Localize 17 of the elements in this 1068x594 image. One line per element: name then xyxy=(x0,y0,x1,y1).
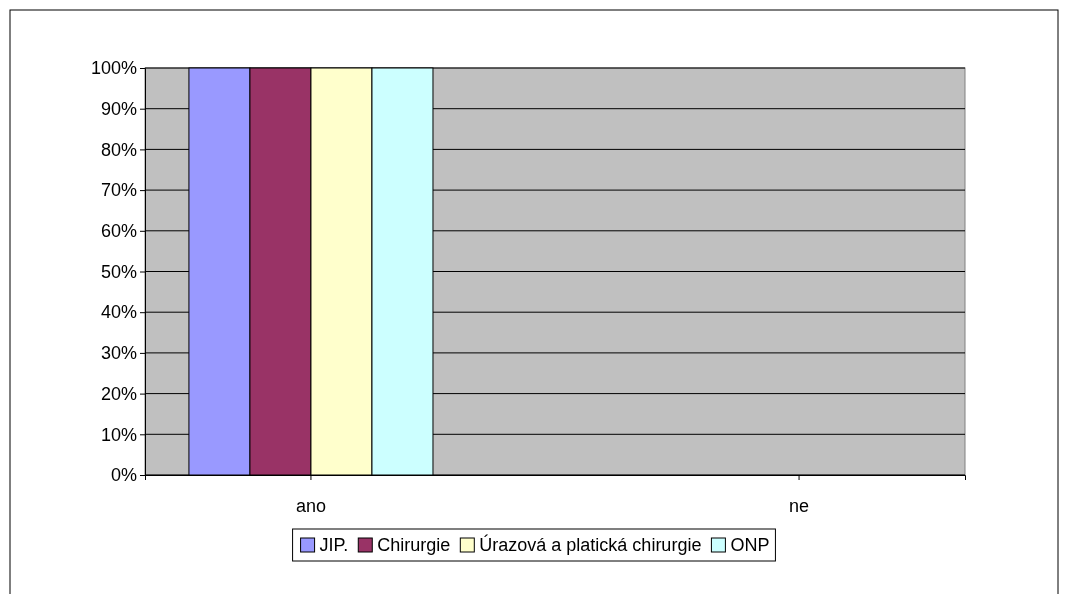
y-tick-label: 20% xyxy=(100,383,137,404)
y-tick-label: 90% xyxy=(100,98,137,119)
y-tick-label: 100% xyxy=(90,58,137,79)
y-tick-label: 60% xyxy=(100,221,137,242)
y-tick-label: 40% xyxy=(100,302,137,323)
y-tick-label: 30% xyxy=(100,343,137,364)
legend-label: Úrazová a platická chirurgie xyxy=(479,534,702,555)
x-tick-label: ne xyxy=(789,495,810,516)
y-tick-label: 80% xyxy=(100,139,137,160)
x-tick-label: ano xyxy=(295,495,326,516)
y-tick-label: 0% xyxy=(110,465,137,486)
y-tick-label: 10% xyxy=(100,424,137,445)
y-tick-label: 50% xyxy=(100,261,137,282)
legend-label: Chirurgie xyxy=(377,535,451,555)
legend-label: ONP xyxy=(730,535,770,555)
y-tick-label: 70% xyxy=(100,180,137,201)
legend-label: JIP. xyxy=(319,535,349,555)
